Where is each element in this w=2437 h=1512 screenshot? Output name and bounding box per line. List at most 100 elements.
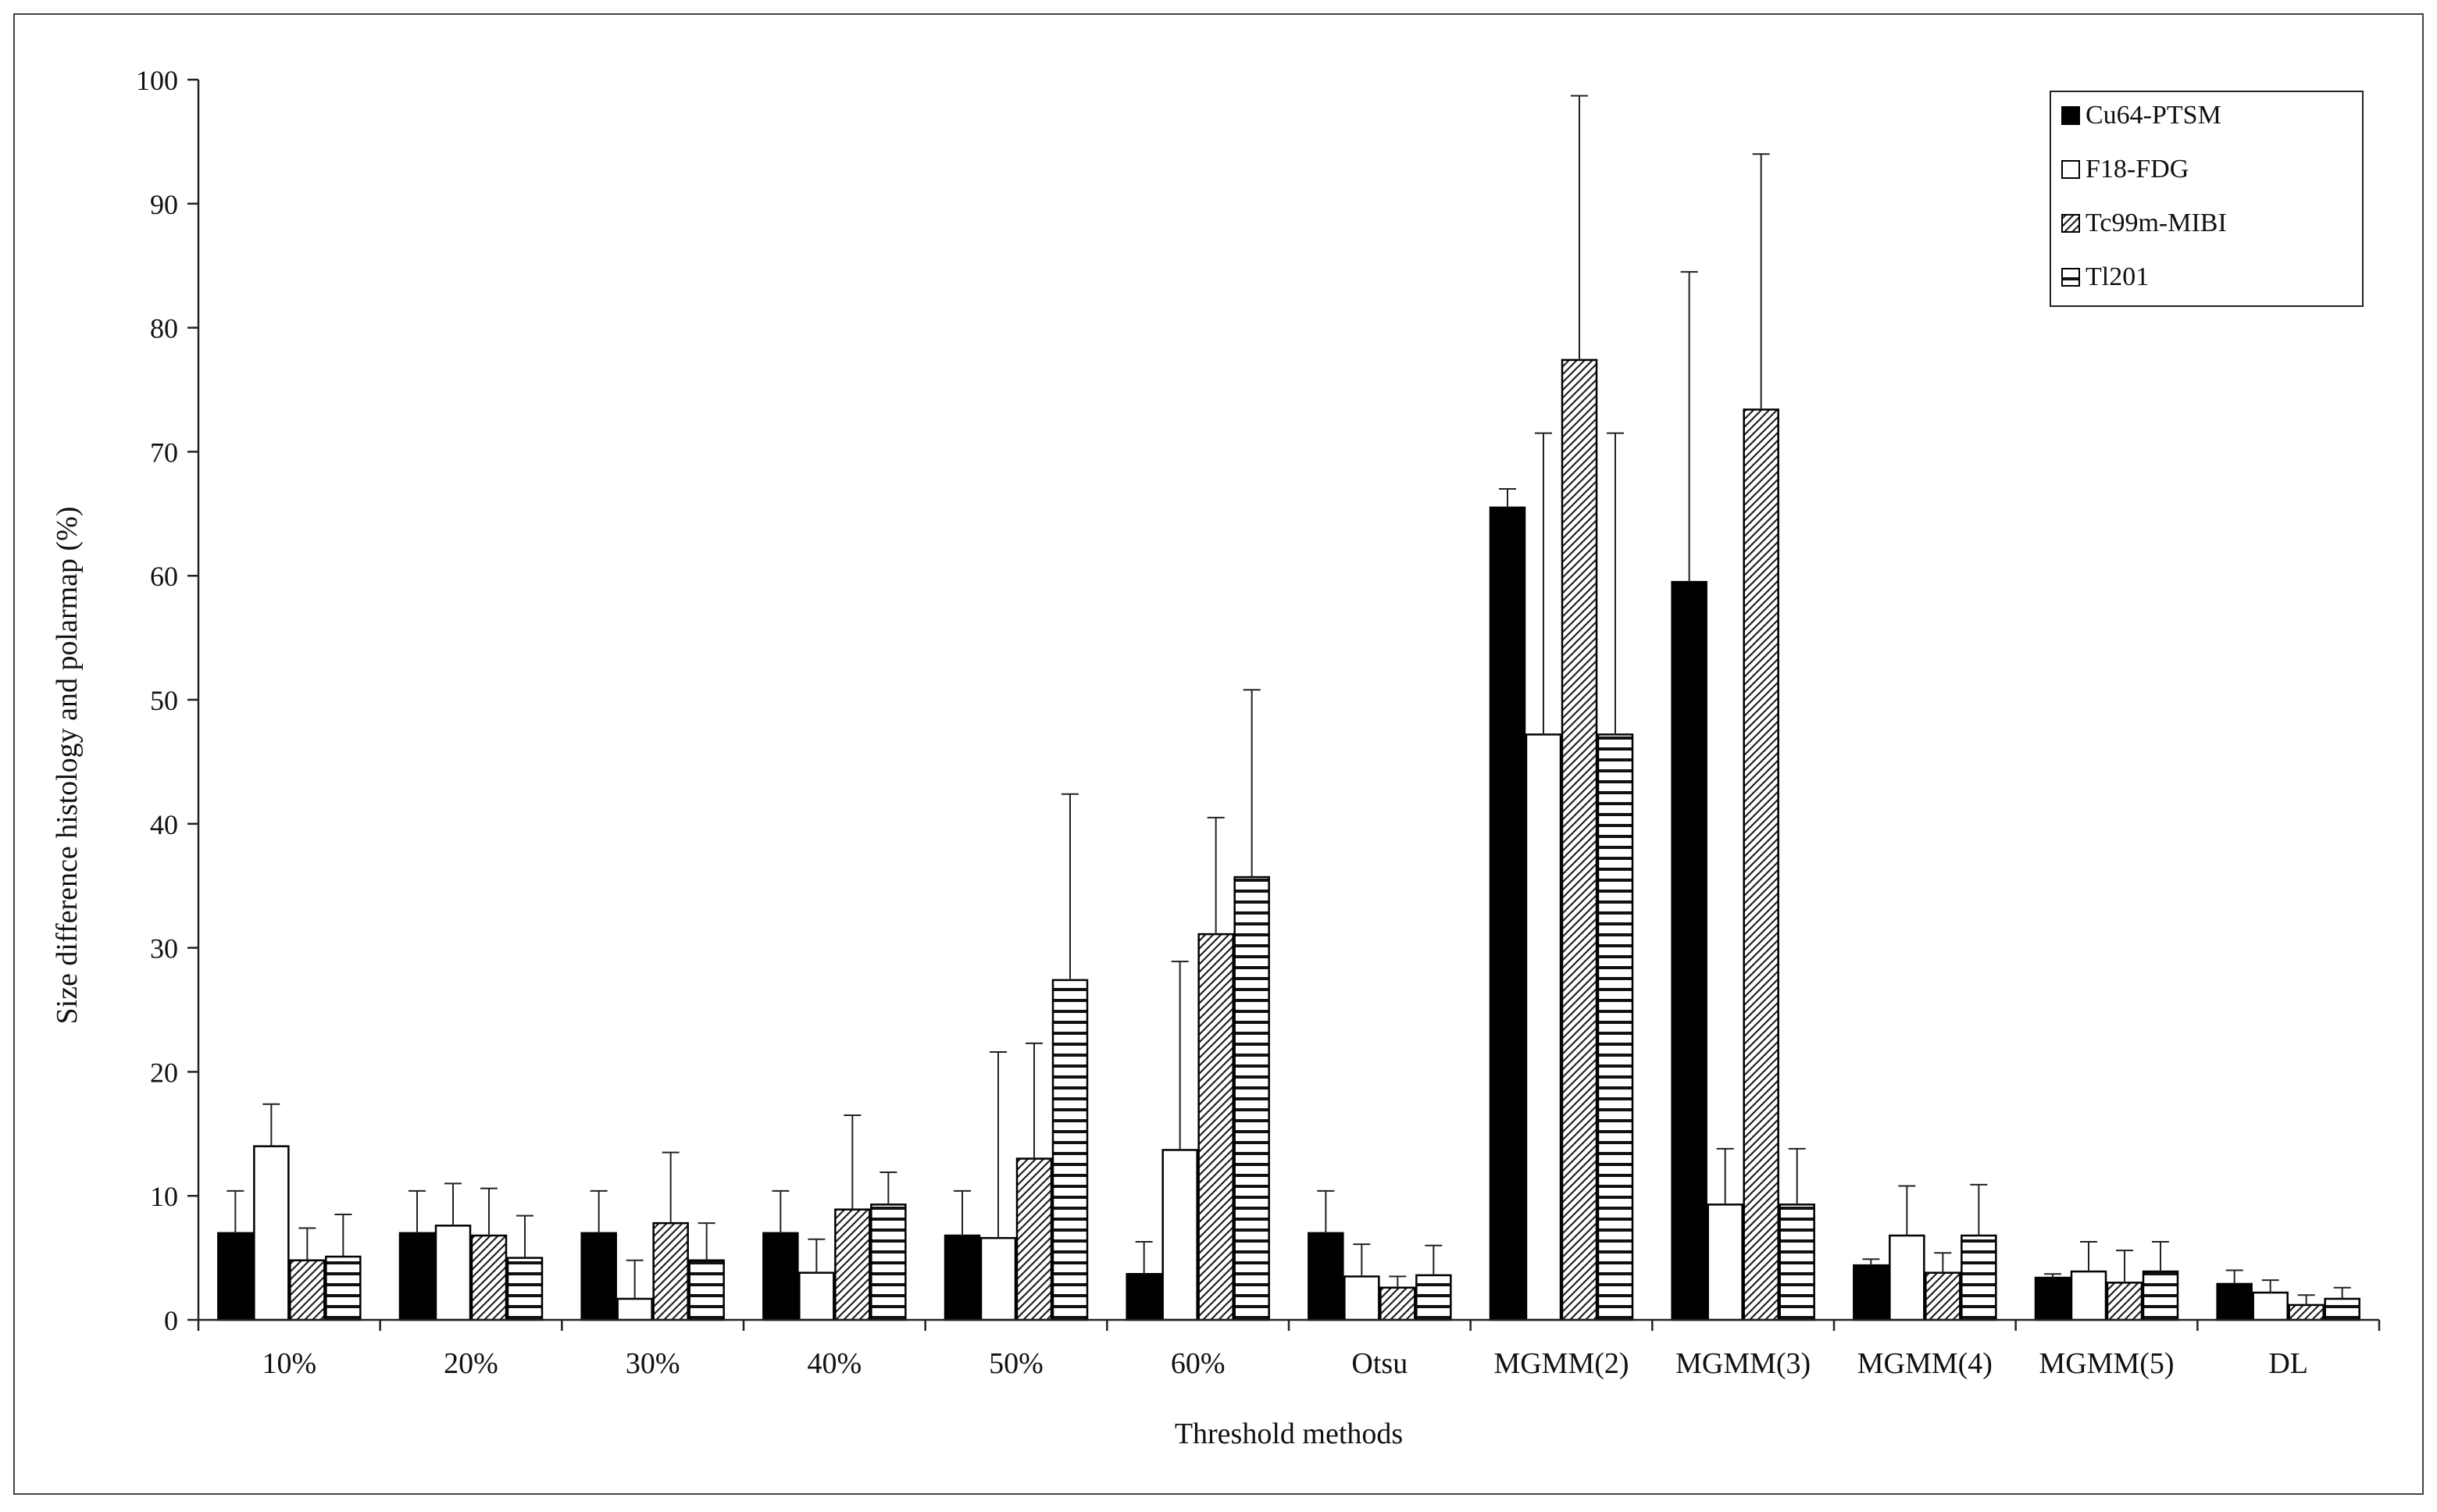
bar-f18-fdg: [1343, 1275, 1380, 1321]
bar-f18-fdg: [979, 1236, 1017, 1321]
legend-box: [2050, 91, 2364, 307]
error-bar: [590, 1189, 608, 1233]
error-bar: [1970, 1183, 1988, 1236]
error-bar: [1571, 94, 1588, 360]
error-bar: [1353, 1243, 1371, 1277]
y-tick-label: 60: [150, 561, 178, 592]
y-tick-label: 0: [164, 1305, 178, 1336]
bar-cu64-ptsm: [1126, 1272, 1162, 1321]
legend: Cu64-PTSM F18-FDG Tc99m-MIBI Tl201: [2050, 91, 2364, 307]
error-bar: [808, 1238, 826, 1273]
error-bar: [990, 1050, 1007, 1239]
bar-tl201: [506, 1257, 544, 1321]
error-bar: [1135, 1240, 1153, 1275]
legend-swatch: [2061, 106, 2080, 125]
bar-tc99m-mibi: [1197, 933, 1234, 1321]
error-bar: [1752, 153, 1770, 410]
bar-tl201: [2142, 1270, 2179, 1321]
bar-tl201: [1597, 733, 1634, 1321]
x-tick-label: MGMM(4): [1857, 1347, 1993, 1380]
error-bar: [1716, 1147, 1734, 1205]
bar-tc99m-mibi: [1743, 408, 1779, 1321]
x-tick-label: MGMM(2): [1493, 1347, 1629, 1380]
error-bar: [1934, 1252, 1952, 1273]
legend-label: Cu64-PTSM: [2086, 101, 2221, 130]
bar-tl201: [688, 1259, 725, 1321]
bar-f18-fdg: [2252, 1291, 2289, 1321]
x-tick-label: 50%: [989, 1347, 1044, 1380]
x-tick-label: 60%: [1171, 1347, 1226, 1380]
bar-f18-fdg: [253, 1145, 290, 1321]
error-bar: [1680, 271, 1698, 583]
x-tick-label: MGMM(5): [2039, 1347, 2174, 1380]
legend-label: F18-FDG: [2086, 155, 2189, 184]
error-bar: [1862, 1258, 1880, 1266]
error-bar: [516, 1214, 533, 1258]
error-bar: [2080, 1240, 2097, 1272]
error-bar: [480, 1187, 498, 1236]
bar-f18-fdg: [2070, 1270, 2107, 1321]
bar-cu64-ptsm: [1853, 1264, 1889, 1321]
bar-tl201: [325, 1255, 362, 1321]
bar-f18-fdg: [1889, 1234, 1925, 1321]
bar-f18-fdg: [616, 1297, 653, 1321]
bar-cu64-ptsm: [2216, 1282, 2253, 1321]
legend-label: Tc99m-MIBI: [2086, 209, 2227, 237]
error-bar: [1499, 488, 1516, 508]
figure-frame: [13, 13, 2424, 1495]
error-bar: [772, 1189, 790, 1233]
bar-cu64-ptsm: [1308, 1232, 1344, 1321]
bar-tl201: [1051, 979, 1089, 1321]
error-bar: [1535, 432, 1552, 735]
x-tick-label: DL: [2268, 1347, 2308, 1380]
error-bar: [409, 1189, 426, 1233]
y-axis-ticks: 0 10 20 30 40 50 60 70 80 90 100: [136, 65, 198, 1336]
error-bar: [662, 1151, 680, 1224]
error-bar: [298, 1227, 316, 1261]
bar-tc99m-mibi: [2106, 1282, 2143, 1321]
error-bar: [1062, 793, 1079, 980]
bar-cu64-ptsm: [2034, 1276, 2071, 1321]
bar-f18-fdg: [1161, 1149, 1198, 1321]
y-tick-label: 70: [150, 437, 178, 468]
error-bar: [1898, 1185, 1916, 1236]
error-bar: [844, 1114, 862, 1210]
error-bar: [1171, 961, 1189, 1150]
legend-swatch: [2061, 268, 2080, 287]
error-bar: [2297, 1294, 2315, 1305]
bar-tc99m-mibi: [1561, 358, 1598, 1321]
bar-cu64-ptsm: [580, 1232, 617, 1321]
x-tick-label: MGMM(3): [1675, 1347, 1811, 1380]
error-bar: [2152, 1240, 2169, 1272]
x-tick-label: 30%: [626, 1347, 680, 1380]
error-bar: [1317, 1189, 1335, 1233]
error-bar: [954, 1189, 971, 1236]
bar-cu64-ptsm: [398, 1232, 436, 1321]
y-tick-label: 30: [150, 933, 178, 965]
error-bar: [1207, 816, 1225, 935]
bar-series-group: [217, 358, 2360, 1321]
x-tick-label: 40%: [808, 1347, 862, 1380]
bar-tl201: [1415, 1274, 1452, 1321]
bar-tc99m-mibi: [1379, 1286, 1416, 1321]
error-bar: [880, 1171, 897, 1205]
y-axis-label: Size difference histology and polarmap (…: [51, 506, 84, 1024]
error-bar: [1607, 432, 1624, 735]
bar-cu64-ptsm: [1489, 506, 1526, 1321]
bar-tl201: [1961, 1234, 1997, 1321]
bar-tc99m-mibi: [1925, 1271, 1961, 1321]
x-tick-label: 10%: [262, 1347, 317, 1380]
error-bar: [2261, 1279, 2279, 1293]
y-tick-label: 20: [150, 1057, 178, 1088]
bar-tc99m-mibi: [289, 1259, 326, 1321]
error-bar: [2044, 1273, 2061, 1278]
error-bar: [2333, 1286, 2351, 1299]
bar-tl201: [1779, 1204, 1815, 1321]
bar-cu64-ptsm: [1671, 580, 1707, 1321]
error-bar: [626, 1259, 644, 1299]
error-bar: [698, 1222, 715, 1261]
legend-label: Tl201: [2086, 262, 2149, 291]
bar-tc99m-mibi: [470, 1234, 508, 1321]
error-bar: [262, 1103, 280, 1146]
y-tick-label: 50: [150, 685, 178, 716]
